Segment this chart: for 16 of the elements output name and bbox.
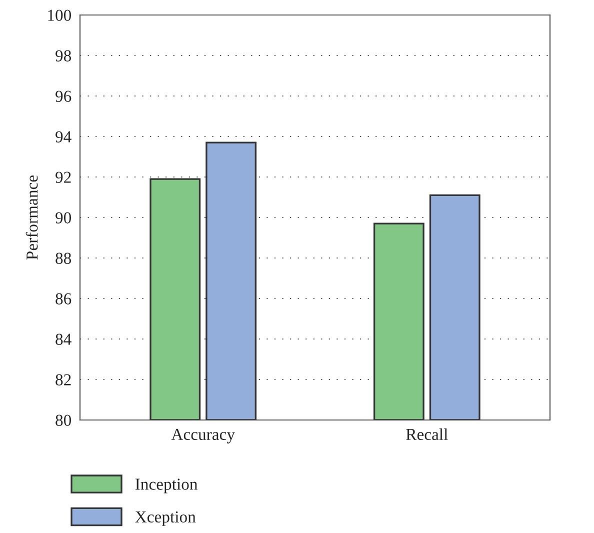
y-tick-label: 100 — [48, 10, 72, 21]
y-tick-label: 82 — [56, 374, 71, 386]
y-tick-label: 96 — [56, 90, 72, 102]
y-tick-label: 80 — [56, 414, 72, 426]
x-tick-label: Accuracy — [171, 428, 235, 444]
x-tick-label: Recall — [406, 428, 448, 440]
legend-label: Inception — [135, 478, 198, 494]
legend-label: Xception — [135, 511, 196, 526]
y-tick-label: 92 — [56, 172, 71, 183]
y-tick-label: 94 — [56, 131, 72, 142]
y-tick-label: 86 — [56, 293, 72, 304]
y-tick-label: 90 — [56, 212, 72, 224]
y-tick-label: 98 — [56, 50, 72, 62]
y-tick-label: 84 — [56, 334, 72, 345]
y-tick-label: 88 — [56, 252, 72, 264]
y-axis-title: Performance — [26, 176, 38, 260]
